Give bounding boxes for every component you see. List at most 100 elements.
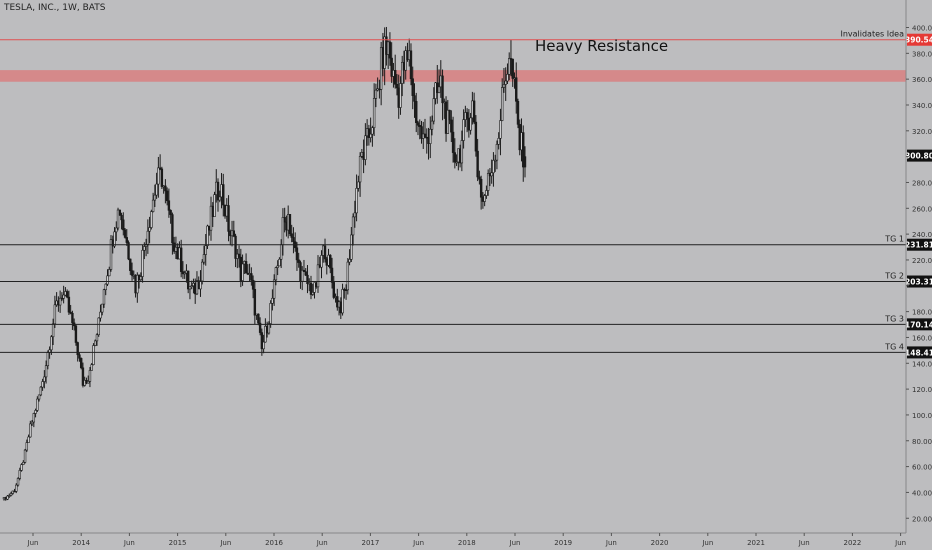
candle-body <box>216 181 220 201</box>
candle-body <box>271 297 274 304</box>
candle-body <box>139 276 143 281</box>
y-tick-label: 120.00 <box>912 386 932 394</box>
x-tick-label: Jun <box>701 539 713 547</box>
candle-body <box>486 173 490 191</box>
y-tick-label: 380.00 <box>912 50 932 58</box>
candle-body <box>36 398 39 411</box>
candle-body <box>441 75 444 104</box>
target-label: TG 1 <box>884 235 904 244</box>
candle-body <box>43 376 46 382</box>
candle-body <box>155 183 158 196</box>
candle-body <box>150 211 153 228</box>
x-tick-label: Jun <box>123 539 135 547</box>
candle-body <box>53 304 57 325</box>
candle-body <box>516 101 520 125</box>
candle-body <box>160 168 164 187</box>
candle-body <box>304 271 307 276</box>
candle-body <box>206 225 209 246</box>
candle-body <box>92 345 95 365</box>
y-tick-label: 180.00 <box>912 309 932 317</box>
candle-body <box>279 244 283 260</box>
candle-body <box>401 62 404 84</box>
candle-body <box>369 133 372 138</box>
candle-body <box>201 261 204 282</box>
candle-body <box>20 464 23 471</box>
y-tick-label: 360.00 <box>912 76 932 84</box>
target-label: TG 2 <box>884 272 904 281</box>
candle-body <box>350 234 353 260</box>
candle-body <box>22 461 25 465</box>
candle-body <box>94 340 97 346</box>
candle-body <box>251 279 255 290</box>
candle-body <box>283 217 286 223</box>
x-tick-label: 2016 <box>265 539 283 547</box>
candle-body <box>136 274 139 294</box>
candle-body <box>218 196 221 201</box>
candle-body <box>29 423 32 438</box>
candle-body <box>58 297 62 306</box>
candle-body <box>204 245 207 255</box>
candle-body <box>60 297 64 300</box>
candle-body <box>115 227 118 233</box>
candle-body <box>269 303 272 324</box>
candle-body <box>264 325 267 343</box>
candle-body <box>348 259 351 263</box>
candle-body <box>329 254 332 269</box>
candle-body <box>374 89 378 99</box>
candle-body <box>127 242 130 260</box>
candle-body <box>71 312 74 324</box>
candle-body <box>81 367 85 386</box>
candle-body <box>16 478 20 486</box>
candle-body <box>290 233 293 238</box>
candle-body <box>395 83 399 89</box>
candle-body <box>393 70 397 85</box>
candle-body <box>499 120 502 139</box>
candle-body <box>167 200 171 211</box>
candle-body <box>87 381 90 384</box>
candle-body <box>341 289 344 314</box>
candle-body <box>241 263 244 281</box>
candle-body <box>79 357 83 369</box>
candle-body <box>388 41 392 59</box>
candle-body <box>171 214 174 244</box>
candle-body <box>123 229 127 238</box>
candle-body <box>272 279 276 299</box>
y-tick-label: 220.00 <box>912 257 932 265</box>
candle-body <box>90 364 93 371</box>
candle-body <box>129 258 132 271</box>
candle-body <box>183 272 186 275</box>
candle-body <box>292 237 295 242</box>
candle-body <box>295 247 299 261</box>
candle-body <box>141 249 144 277</box>
x-tick-label: 2018 <box>458 539 476 547</box>
price-badge-text: 390.54 <box>905 36 932 45</box>
candle-body <box>390 57 393 77</box>
current-price-text: 300.80 <box>905 152 932 161</box>
y-tick-label: 320.00 <box>912 128 932 136</box>
candle-body <box>450 119 453 133</box>
candle-body <box>476 150 479 178</box>
candle-body <box>99 311 102 319</box>
x-tick-label: 2022 <box>843 539 861 547</box>
candle-body <box>148 227 151 232</box>
price-badge-text: 203.31 <box>905 278 932 287</box>
x-tick-label: 2017 <box>361 539 379 547</box>
candle-body <box>116 209 120 229</box>
candle-body <box>502 84 506 88</box>
target-price-badge <box>907 238 932 251</box>
candle-body <box>493 159 497 162</box>
resistance-zone <box>0 70 906 82</box>
candle-body <box>74 325 78 343</box>
candle-body <box>186 270 190 290</box>
x-tick-label: Jun <box>509 539 521 547</box>
candle-body <box>437 86 441 93</box>
x-tick-label: Jun <box>412 539 424 547</box>
invalidation-price-badge <box>907 33 932 46</box>
candle-body <box>30 421 34 425</box>
candle-body <box>346 261 350 291</box>
candle-body <box>169 210 172 215</box>
y-tick-label: 260.00 <box>912 205 932 213</box>
